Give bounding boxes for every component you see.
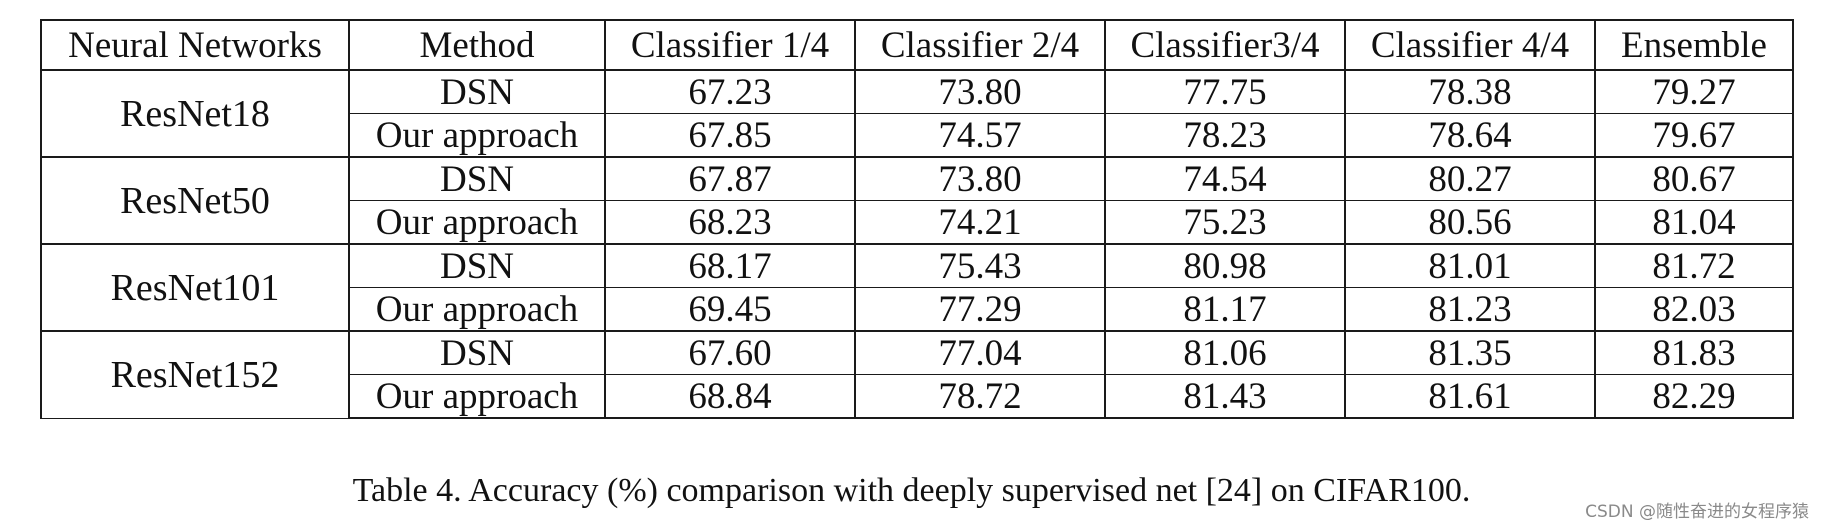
value-cell: 78.23	[1104, 113, 1346, 158]
value-cell: 68.23	[604, 200, 856, 245]
value-cell: 67.60	[604, 330, 856, 375]
value-cell: 77.75	[1104, 69, 1346, 114]
network-cell: ResNet18	[40, 69, 350, 158]
value-cell: 74.54	[1104, 156, 1346, 201]
value-cell: 81.17	[1104, 287, 1346, 332]
value-cell: 81.35	[1344, 330, 1596, 375]
value-cell: 78.64	[1344, 113, 1596, 158]
method-cell: Our approach	[348, 287, 606, 332]
value-cell: 81.04	[1594, 200, 1794, 245]
method-cell: DSN	[348, 156, 606, 201]
method-cell: Our approach	[348, 374, 606, 419]
value-cell: 79.27	[1594, 69, 1794, 114]
table-row: Our approach 68.84 78.72 81.43 81.61 82.…	[41, 374, 1794, 419]
method-cell: DSN	[348, 243, 606, 288]
header-classifier-2-4: Classifier 2/4	[854, 19, 1106, 71]
value-cell: 80.67	[1594, 156, 1794, 201]
value-cell: 82.03	[1594, 287, 1794, 332]
value-cell: 81.61	[1344, 374, 1596, 419]
table-row: Our approach 67.85 74.57 78.23 78.64 79.…	[41, 113, 1794, 158]
method-cell: DSN	[348, 69, 606, 114]
value-cell: 68.17	[604, 243, 856, 288]
value-cell: 74.21	[854, 200, 1106, 245]
value-cell: 81.72	[1594, 243, 1794, 288]
method-cell: Our approach	[348, 113, 606, 158]
value-cell: 73.80	[854, 156, 1106, 201]
value-cell: 81.01	[1344, 243, 1596, 288]
value-cell: 77.04	[854, 330, 1106, 375]
value-cell: 77.29	[854, 287, 1106, 332]
method-cell: DSN	[348, 330, 606, 375]
table-row: ResNet50 DSN 67.87 73.80 74.54 80.27 80.…	[40, 156, 1794, 245]
table-row: Our approach 68.23 74.21 75.23 80.56 81.…	[41, 200, 1794, 245]
table-row: ResNet18 DSN 67.23 73.80 77.75 78.38 79.…	[40, 69, 1794, 158]
value-cell: 78.38	[1344, 69, 1596, 114]
watermark: CSDN @随性奋进的女程序猿	[1585, 502, 1809, 522]
header-ensemble: Ensemble	[1594, 19, 1794, 71]
value-cell: 81.83	[1594, 330, 1794, 375]
table-row: ResNet101 DSN 68.17 75.43 80.98 81.01 81…	[40, 243, 1794, 332]
header-classifier-1-4: Classifier 1/4	[604, 19, 856, 71]
value-cell: 82.29	[1594, 374, 1794, 419]
value-cell: 69.45	[604, 287, 856, 332]
header-classifier-4-4: Classifier 4/4	[1344, 19, 1596, 71]
header-classifier-3-4: Classifier3/4	[1104, 19, 1346, 71]
value-cell: 67.23	[604, 69, 856, 114]
table-row: ResNet152 DSN 67.60 77.04 81.06 81.35 81…	[40, 330, 1794, 419]
value-cell: 80.56	[1344, 200, 1596, 245]
network-cell: ResNet152	[40, 330, 350, 419]
value-cell: 78.72	[854, 374, 1106, 419]
network-cell: ResNet50	[40, 156, 350, 245]
value-cell: 81.06	[1104, 330, 1346, 375]
header-neural-networks: Neural Networks	[40, 19, 350, 71]
results-table: Neural Networks Method Classifier 1/4 Cl…	[40, 19, 1794, 419]
network-cell: ResNet101	[40, 243, 350, 332]
table-caption: Table 4. Accuracy (%) comparison with de…	[352, 472, 1471, 509]
value-cell: 75.23	[1104, 200, 1346, 245]
value-cell: 68.84	[604, 374, 856, 419]
value-cell: 73.80	[854, 69, 1106, 114]
method-cell: Our approach	[348, 200, 606, 245]
table-row: Our approach 69.45 77.29 81.17 81.23 82.…	[41, 287, 1794, 332]
value-cell: 67.85	[604, 113, 856, 158]
value-cell: 81.43	[1104, 374, 1346, 419]
value-cell: 79.67	[1594, 113, 1794, 158]
value-cell: 81.23	[1344, 287, 1596, 332]
value-cell: 67.87	[604, 156, 856, 201]
value-cell: 74.57	[854, 113, 1106, 158]
table-header-row: Neural Networks Method Classifier 1/4 Cl…	[40, 19, 1794, 71]
value-cell: 80.98	[1104, 243, 1346, 288]
header-method: Method	[348, 19, 606, 71]
value-cell: 80.27	[1344, 156, 1596, 201]
value-cell: 75.43	[854, 243, 1106, 288]
